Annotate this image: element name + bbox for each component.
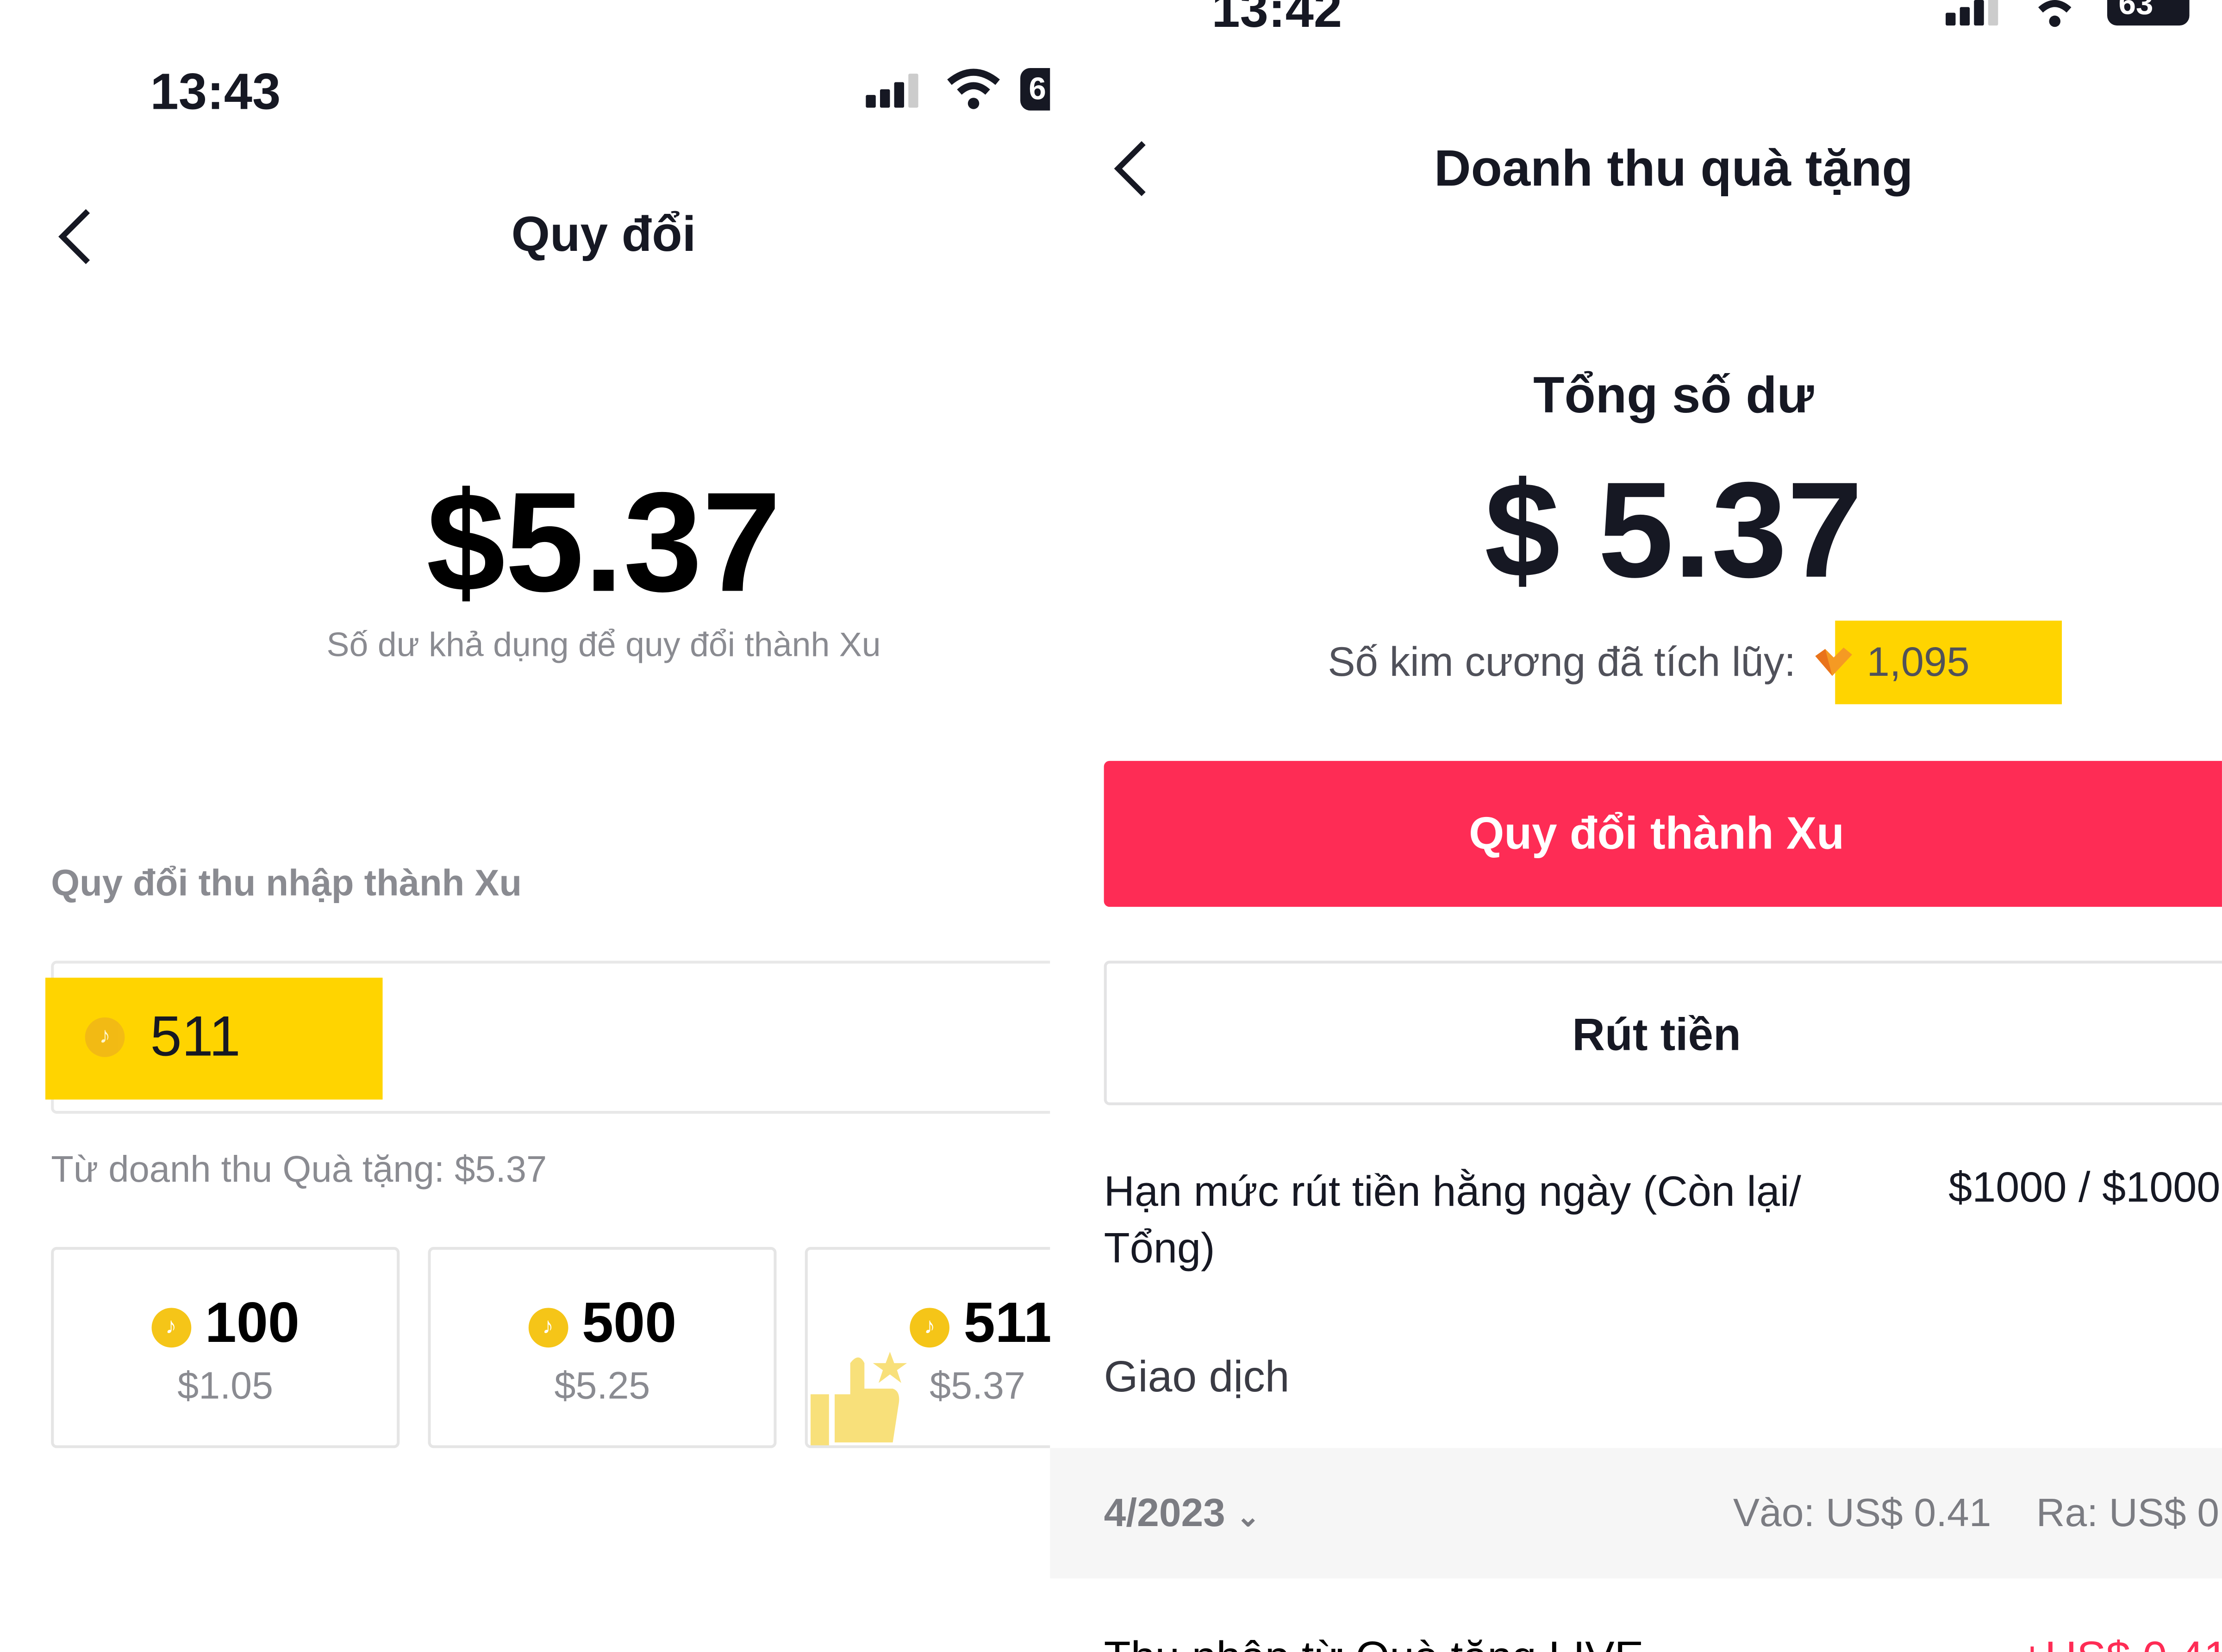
signal-icon [866, 74, 922, 108]
back-icon[interactable] [54, 207, 96, 267]
income-total: Vào: US$ 0.41 [1733, 1490, 1991, 1535]
battery-icon: 6 [1020, 68, 1050, 111]
outgoing-total: Ra: US$ 0.00 [2036, 1490, 2222, 1535]
package-card[interactable]: ♪ 100 $1.05 [51, 1247, 400, 1448]
package-price: $5.25 [554, 1364, 650, 1407]
withdraw-limit-value: $1000 / $1000 [1948, 1165, 2221, 1212]
back-icon[interactable] [1110, 139, 1152, 199]
balance-amount: $ 5.37 [1484, 455, 1863, 607]
package-price: $1.05 [177, 1364, 274, 1407]
section-label: Quy đổi thu nhập thành Xu [51, 861, 522, 904]
transaction-amount: +US$ 0.41 [2019, 1633, 2222, 1652]
page-title: Quy đổi [511, 206, 696, 262]
month-value: 4/2023 [1104, 1490, 1225, 1535]
month-selector[interactable]: 4/2023 ⌄ [1104, 1490, 1260, 1536]
package-coins: 500 [582, 1292, 677, 1355]
balance-label: Tổng số dư [1533, 365, 1814, 424]
diamond-value: 1,095 [1866, 640, 1970, 686]
thumbs-up-icon [811, 1352, 907, 1446]
gift-revenue-screen: 13:42 63 Doanh thu quà tặng Tổng số dư $… [1050, 0, 2222, 1652]
diamond-icon [1816, 647, 1853, 676]
transactions-title: Giao dịch [1104, 1352, 1290, 1402]
signal-icon [1946, 0, 2002, 26]
convert-to-coins-button[interactable]: Quy đổi thành Xu [1104, 761, 2222, 907]
month-totals: Vào: US$ 0.41 Ra: US$ 0.00 [1733, 1490, 2222, 1536]
convert-screen: 13:43 6 Quy đổi $5.37 Số dư khả dụng để … [0, 0, 1050, 1652]
wifi-icon [2038, 0, 2072, 27]
coin-icon: ♪ [528, 1308, 568, 1348]
withdraw-limit-label: Hạn mức rút tiền hằng ngày (Còn lại/ Tổn… [1104, 1169, 1801, 1272]
source-note: Từ doanh thu Quà tặng: $5.37 [51, 1147, 547, 1191]
balance-amount: $5.37 [426, 463, 781, 622]
status-time: 13:42 [1211, 0, 1342, 38]
package-card[interactable]: ♪ 500 $5.25 [428, 1247, 777, 1448]
package-price: $5.37 [930, 1364, 1026, 1407]
diamond-label: Số kim cương đã tích lũy: [1328, 640, 1796, 686]
status-time: 13:43 [150, 62, 281, 121]
diamond-count: Số kim cương đã tích lũy: 1,095 [1328, 641, 1969, 687]
chevron-down-icon: ⌄ [1236, 1502, 1260, 1534]
coin-icon: ♪ [910, 1308, 950, 1348]
package-coins: 511 [963, 1292, 1050, 1355]
battery-icon: 63 [2107, 0, 2190, 26]
balance-caption: Số dư khả dụng để quy đổi thành Xu [326, 626, 881, 665]
withdraw-button[interactable]: Rút tiền [1104, 960, 2222, 1105]
coin-icon: ♪ [85, 1017, 125, 1057]
diamond-highlight [1835, 620, 2062, 704]
coin-icon: ♪ [151, 1308, 191, 1348]
page-title: Doanh thu quà tặng [1434, 138, 1913, 197]
wifi-icon [947, 69, 1000, 109]
package-card[interactable]: ♪ 511 $5.37 [805, 1247, 1050, 1448]
package-coins: 100 [205, 1292, 300, 1355]
transaction-label: Thu nhập từ Quà tặng LIVE [1104, 1633, 1644, 1652]
month-summary-bar [1050, 1448, 2222, 1579]
coin-input-value[interactable]: 511 [150, 1006, 241, 1069]
